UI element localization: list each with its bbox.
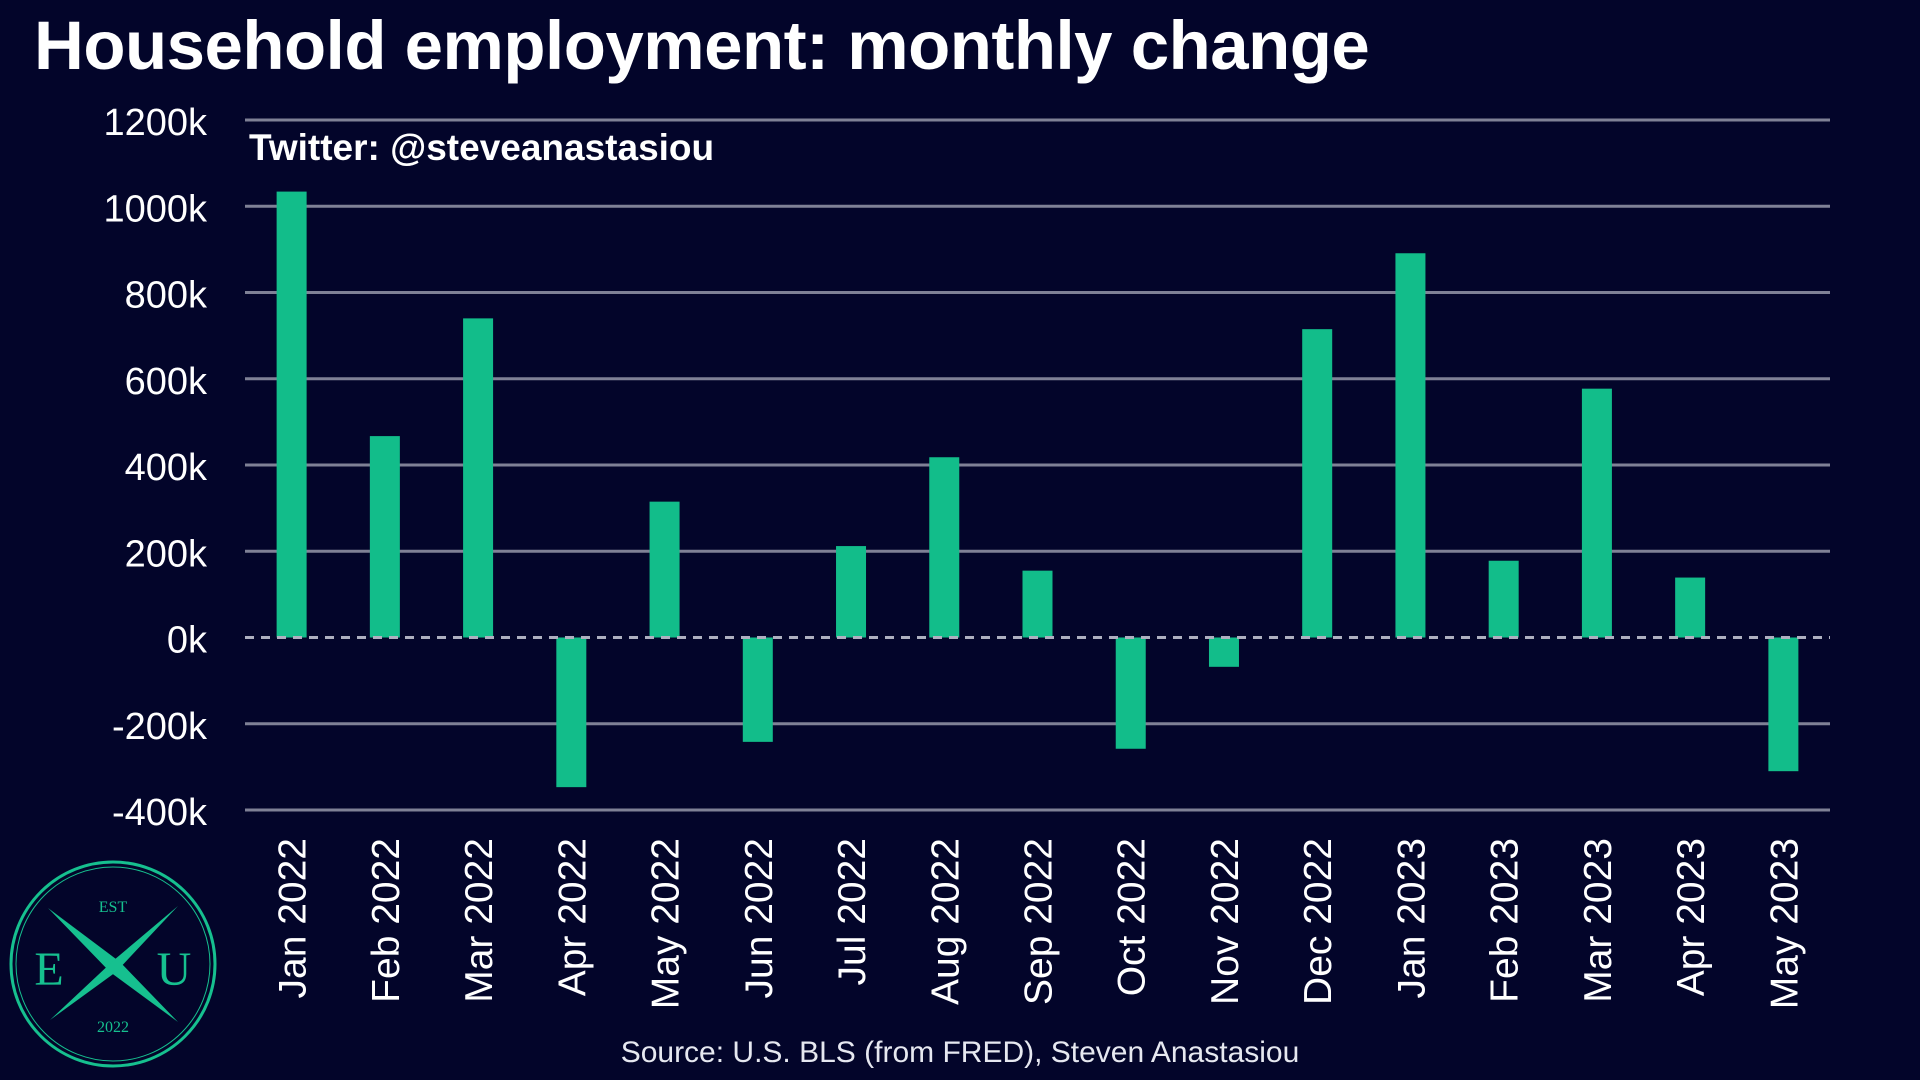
bar (1768, 637, 1799, 772)
x-tick-label: May 2022 (645, 838, 688, 1009)
chart-title: Household employment: monthly change (34, 7, 1370, 84)
logo-est-text: EST (99, 899, 128, 916)
bar (929, 457, 960, 638)
y-tick-label: 400k (125, 447, 208, 489)
x-tick-label: Apr 2023 (1670, 838, 1713, 996)
x-tick-label: Jan 2022 (272, 838, 315, 998)
bar (463, 318, 494, 638)
logo-ring (9, 860, 217, 1068)
x-tick-label: Nov 2022 (1204, 838, 1247, 1005)
bar (1115, 637, 1146, 749)
logo-cross-stroke-2 (50, 906, 178, 1020)
bar (742, 637, 773, 742)
logo-letter-e: E (34, 943, 63, 996)
x-tick-label: Mar 2022 (458, 838, 501, 1003)
y-tick-label: 600k (125, 361, 208, 403)
x-tick-label: Jan 2023 (1390, 838, 1433, 998)
x-tick-label: Feb 2022 (365, 838, 408, 1003)
watermark-text: Twitter: @steveanastasiou (249, 127, 714, 168)
bar (649, 501, 680, 638)
bar (276, 191, 307, 638)
bar (1022, 570, 1053, 638)
y-tick-label: 800k (125, 275, 208, 317)
bar (1581, 388, 1612, 638)
bar (369, 436, 400, 638)
source-note: Source: U.S. BLS (from FRED), Steven Ana… (620, 1036, 1300, 1069)
logo-letter-u: U (157, 943, 192, 996)
x-tick-label: Sep 2022 (1018, 838, 1061, 1005)
x-tick-label: Jul 2022 (831, 838, 874, 985)
y-tick-label: -400k (112, 792, 208, 834)
y-tick-label: -200k (112, 706, 208, 748)
bar (1302, 329, 1333, 638)
exu-logo: EST E U 2022 (9, 860, 217, 1068)
logo-inner-ring (15, 866, 211, 1062)
bar (556, 637, 587, 788)
x-tick-label: Apr 2022 (551, 838, 594, 996)
x-tick-label: May 2023 (1763, 838, 1806, 1009)
x-tick-label: Oct 2022 (1111, 838, 1154, 996)
bar (1208, 637, 1239, 667)
y-axis-ticks: -400k -200k 0k 200k 400k 600k 800k 1000k 1200k (103, 102, 208, 834)
bar (1488, 560, 1519, 638)
y-tick-label: 0k (167, 620, 208, 662)
x-axis-ticks: Jan 2022 Feb 2022 Mar 2022 Apr 2022 May 2022… (272, 838, 1807, 1009)
logo-year-text: 2022 (97, 1019, 129, 1036)
bars (276, 191, 1799, 788)
x-tick-label: Feb 2023 (1484, 838, 1527, 1003)
bar (1395, 253, 1426, 638)
x-tick-label: Dec 2022 (1297, 838, 1340, 1005)
y-tick-label: 1200k (103, 102, 208, 144)
y-tick-label: 200k (125, 533, 208, 575)
bar (836, 546, 867, 638)
x-tick-label: Mar 2023 (1577, 838, 1620, 1003)
y-tick-label: 1000k (103, 188, 208, 230)
x-tick-label: Aug 2022 (924, 838, 967, 1005)
bar (1675, 577, 1706, 638)
x-tick-label: Jun 2022 (738, 838, 781, 998)
gridlines (245, 118, 1830, 812)
